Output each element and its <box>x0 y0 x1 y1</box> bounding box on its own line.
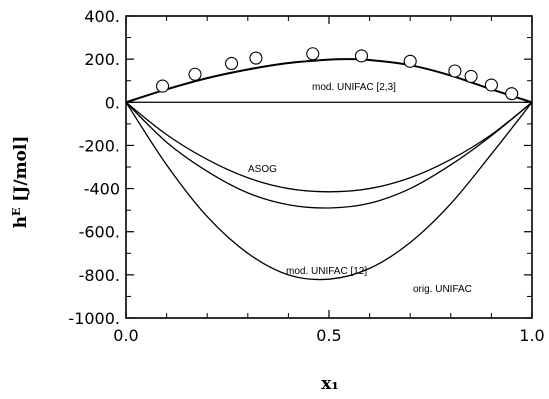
y-axis-title-main: h <box>11 216 31 228</box>
annotation-mod-unifac-2-3: mod. UNIFAC [2,3] <box>312 82 396 93</box>
y-tick-label: -1000. <box>68 309 120 328</box>
data-point-marker <box>306 47 320 61</box>
y-tick-label: -200. <box>79 136 120 155</box>
y-tick-label: 400. <box>84 7 120 26</box>
data-point-marker <box>155 79 170 93</box>
x-tick-label: 0.5 <box>316 326 341 345</box>
data-point-marker <box>505 87 519 101</box>
series-line-3 <box>125 101 533 209</box>
y-tick-label: -800. <box>79 266 120 285</box>
data-point-marker <box>249 51 263 65</box>
y-axis-title-unit: [J/mol] <box>11 136 31 208</box>
data-point-marker <box>464 69 478 83</box>
data-point-marker <box>225 56 239 71</box>
x-tick-label: 1.0 <box>519 326 544 345</box>
annotation-asog: ASOG <box>248 164 277 175</box>
data-point-marker <box>188 67 202 81</box>
plot-frame <box>125 15 533 319</box>
series-line-2 <box>125 101 533 193</box>
markers-layer <box>155 47 519 101</box>
x-axis-title: x₁ <box>321 374 339 394</box>
data-point-marker <box>484 78 498 92</box>
data-point-marker <box>354 49 369 63</box>
y-tick-label: -600. <box>79 223 120 242</box>
y-tick-label: 200. <box>84 50 120 69</box>
data-point-marker <box>448 64 462 78</box>
y-axis-title-sup: E <box>10 208 23 216</box>
y-tick-label: 0. <box>105 93 120 112</box>
y-tick-label: -400 <box>84 180 120 199</box>
annotation-mod-unifac-12: mod. UNIFAC [12] <box>286 266 367 277</box>
data-point-marker <box>403 54 417 68</box>
y-axis-title: hE [J/mol] <box>10 136 31 229</box>
annotations-layer: mod. UNIFAC [2,3] ASOG mod. UNIFAC [12] … <box>248 82 472 295</box>
labels-layer: 400. 200. 0. -200. -400 -600. -800. -1000.0.0 0.… <box>68 7 544 345</box>
x-tick-label: 0.0 <box>113 326 138 345</box>
series-line-4 <box>125 101 533 281</box>
annotation-orig-unifac: orig. UNIFAC <box>413 284 472 295</box>
